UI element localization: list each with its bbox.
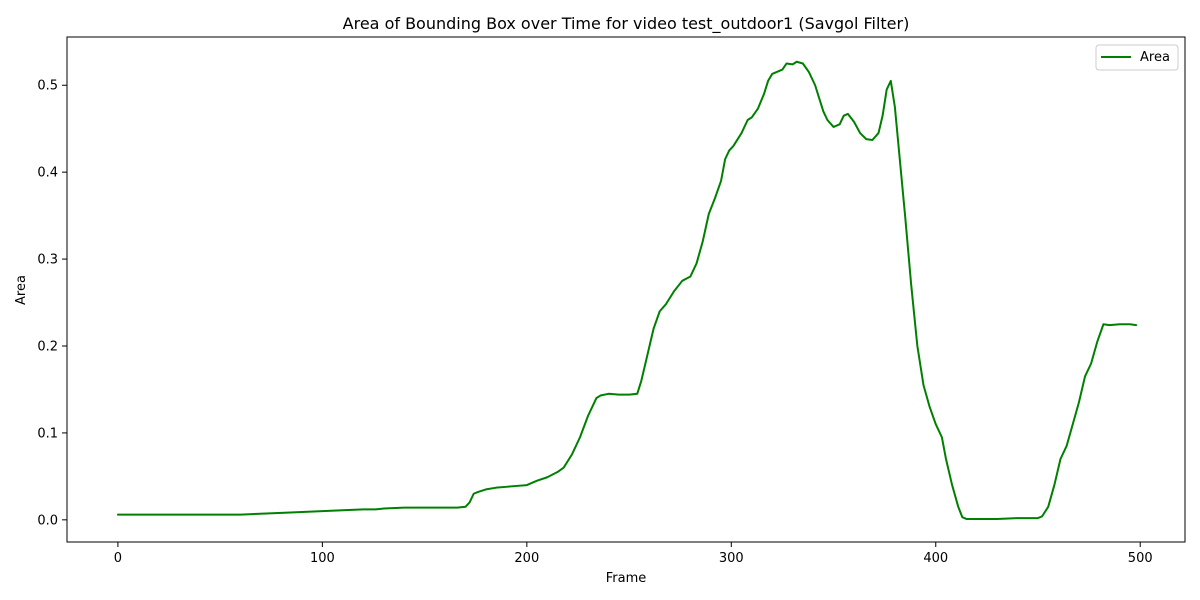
- series-line-area: [116, 60, 1138, 520]
- y-tick-label: 0.2: [37, 339, 58, 354]
- chart-title: Area of Bounding Box over Time for video…: [343, 14, 910, 34]
- y-tick-label: 0.4: [37, 166, 58, 181]
- legend-label-area: Area: [1140, 50, 1170, 65]
- legend: Area: [1095, 44, 1179, 71]
- y-tick-label: 0.3: [37, 253, 58, 268]
- x-tick-label: 0: [114, 551, 122, 566]
- y-tick-label: 0.5: [37, 79, 58, 94]
- x-tick-label: 200: [514, 551, 539, 566]
- y-axis-label: Area: [14, 275, 29, 305]
- y-axis-ticks: 0.0 0.1 0.2 0.3 0.4 0.5: [37, 79, 67, 528]
- plot-area: [66, 36, 1186, 543]
- x-tick-label: 400: [923, 551, 948, 566]
- legend-box: [1095, 44, 1179, 71]
- x-tick-label: 500: [1128, 551, 1153, 566]
- x-tick-label: 300: [719, 551, 744, 566]
- plot-frame: [66, 36, 1186, 543]
- y-tick-label: 0.1: [37, 426, 58, 441]
- x-tick-label: 100: [310, 551, 335, 566]
- x-axis-label: Frame: [606, 571, 647, 586]
- x-axis-ticks: 0 100 200 300 400 500: [114, 542, 1153, 566]
- y-tick-label: 0.0: [37, 513, 58, 528]
- series-group: [116, 60, 1138, 520]
